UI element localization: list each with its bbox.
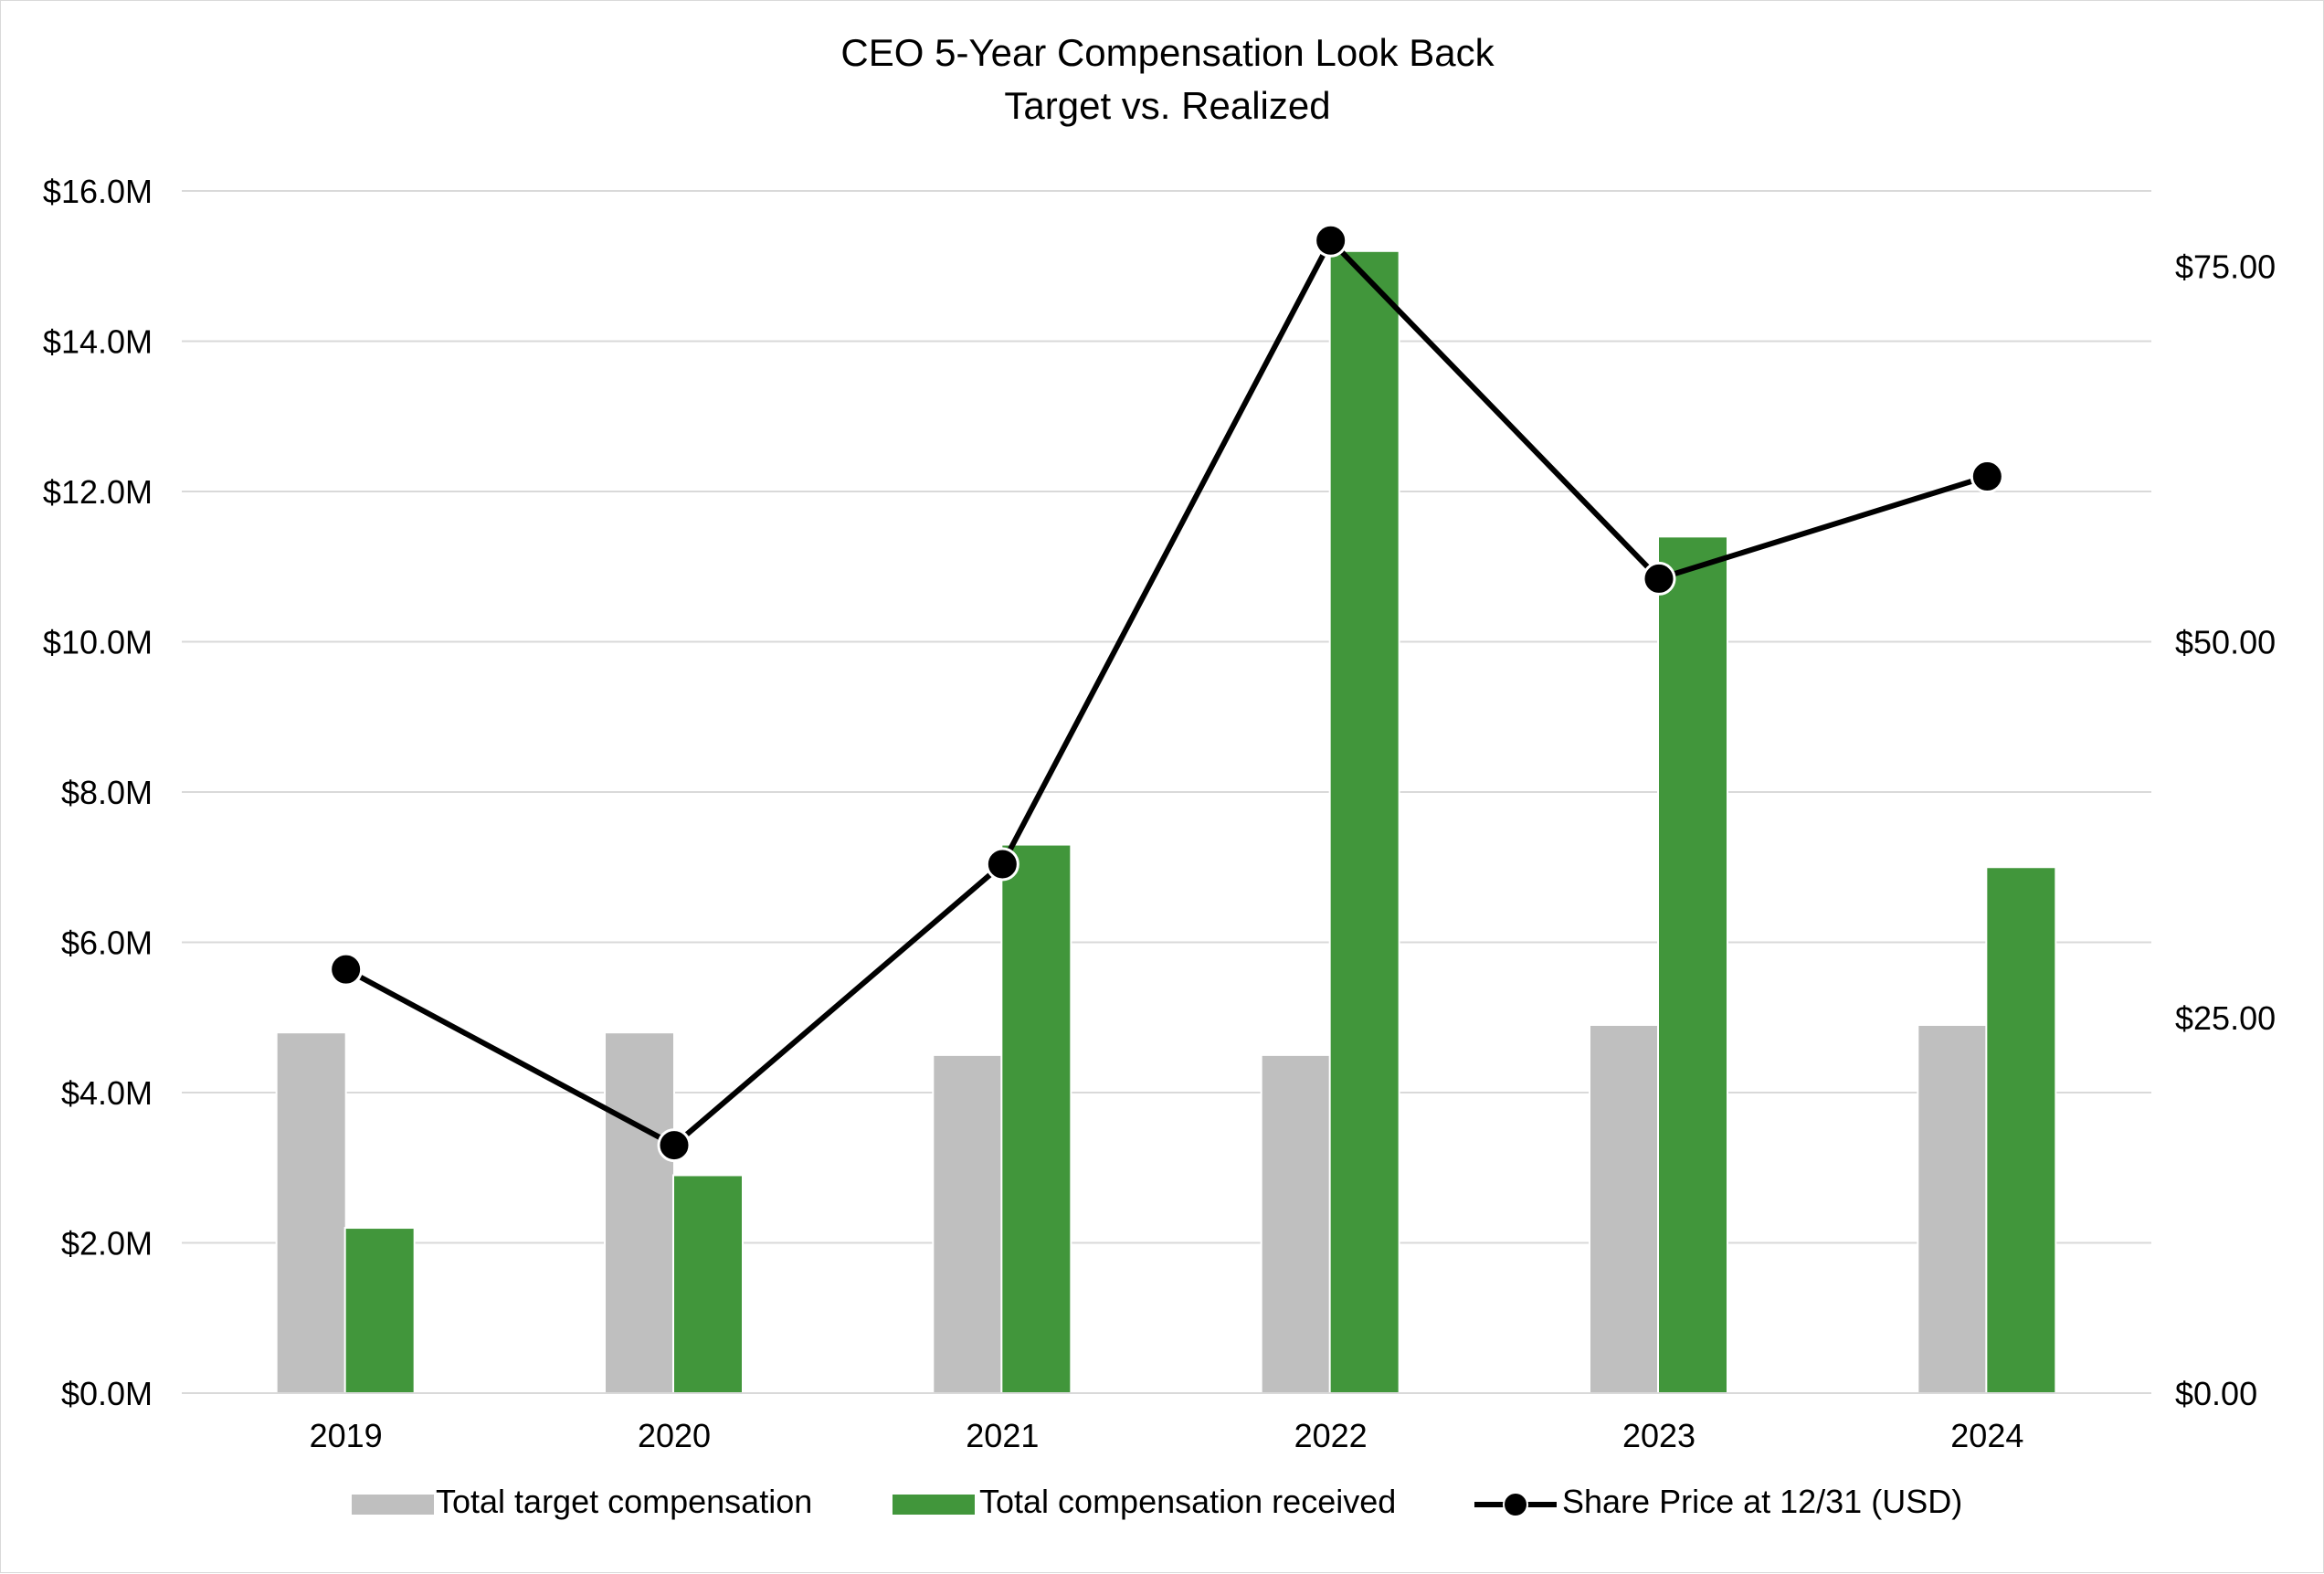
chart-subtitle: Target vs. Realized: [1004, 84, 1330, 127]
share-price-series-line: [344, 238, 1989, 1148]
legend-swatch-share-price-marker: [1503, 1492, 1528, 1517]
legend-label-share-price: Share Price at 12/31 (USD): [1562, 1483, 1962, 1520]
right-y-axis: $0.00 $25.00 $50.00 $75.00: [2175, 248, 2276, 1412]
bar-compensation-received: [672, 1174, 744, 1394]
share-price-point: [1314, 223, 1348, 258]
bar-target-compensation: [604, 1031, 675, 1394]
bar-compensation-received: [343, 1227, 416, 1395]
share-price-line: [329, 223, 2004, 1163]
share-price-point: [329, 952, 364, 987]
left-tick-label: $16.0M: [43, 173, 153, 210]
share-price-point: [1642, 561, 1676, 596]
x-tick-label: 2024: [1950, 1417, 2023, 1454]
x-axis-labels: 2019 2020 2021 2022 2023 2024: [310, 1417, 2024, 1454]
share-price-point: [657, 1128, 692, 1163]
bar-compensation-received: [1328, 249, 1400, 1394]
left-tick-label: $8.0M: [61, 774, 153, 811]
bar-target-compensation: [275, 1031, 347, 1394]
bar-target-compensation: [1917, 1023, 1989, 1394]
x-tick-label: 2022: [1294, 1417, 1368, 1454]
legend-swatch-received: [893, 1495, 975, 1515]
left-tick-label: $14.0M: [43, 323, 153, 361]
share-price-point: [985, 847, 1019, 882]
chart-title: CEO 5-Year Compensation Look Back: [840, 31, 1495, 74]
x-tick-label: 2021: [966, 1417, 1039, 1454]
left-tick-label: $2.0M: [61, 1225, 153, 1262]
left-tick-label: $12.0M: [43, 473, 153, 511]
bars: [275, 249, 2057, 1395]
bar-compensation-received: [1985, 866, 2057, 1394]
x-tick-label: 2023: [1622, 1417, 1695, 1454]
legend-label-received: Total compensation received: [979, 1483, 1396, 1520]
bar-target-compensation: [932, 1053, 1004, 1394]
legend: Total target compensation Total compensat…: [352, 1483, 1962, 1520]
left-tick-label: $0.0M: [61, 1375, 153, 1412]
legend-swatch-target: [352, 1495, 434, 1515]
bar-target-compensation: [1589, 1023, 1660, 1394]
share-price-point: [1970, 460, 2004, 494]
right-tick-label: $75.00: [2175, 248, 2276, 285]
left-tick-label: $4.0M: [61, 1074, 153, 1112]
bar-compensation-received: [1657, 535, 1728, 1394]
x-tick-label: 2020: [638, 1417, 711, 1454]
right-tick-label: $0.00: [2175, 1375, 2257, 1412]
bar-compensation-received: [1000, 843, 1072, 1394]
legend-label-target: Total target compensation: [436, 1483, 812, 1520]
left-tick-label: $6.0M: [61, 924, 153, 962]
right-tick-label: $25.00: [2175, 999, 2276, 1037]
bar-target-compensation: [1260, 1053, 1332, 1394]
x-tick-label: 2019: [310, 1417, 383, 1454]
left-y-axis: $0.0M $2.0M $4.0M $6.0M $8.0M $10.0M $12.0M $14…: [43, 173, 153, 1412]
right-tick-label: $50.00: [2175, 624, 2276, 661]
gridlines: [182, 190, 2151, 1244]
left-tick-label: $10.0M: [43, 624, 153, 661]
